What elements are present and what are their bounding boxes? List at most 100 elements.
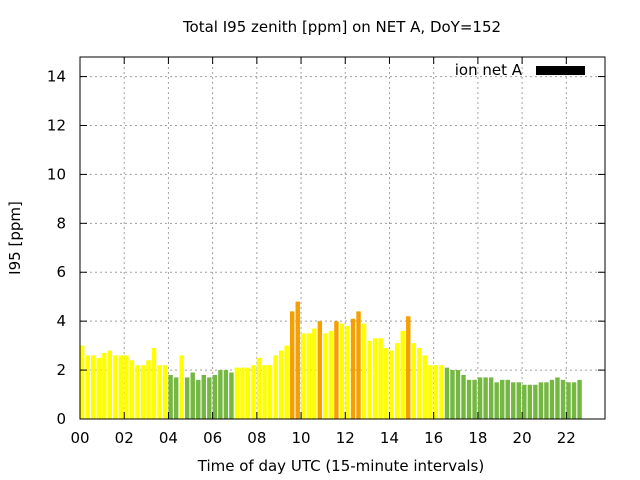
bar [218,370,223,419]
bar [361,323,367,419]
bar [317,321,323,419]
bar [356,311,361,419]
bar [273,355,278,419]
y-tick-label: 12 [47,116,66,134]
bar [544,382,549,419]
bar [372,338,378,419]
bar [91,355,96,419]
bar [560,379,566,419]
bar [439,365,444,419]
bar [107,350,113,419]
bar [389,350,394,419]
x-tick-label: 08 [247,429,266,447]
bar [455,370,461,419]
bar [196,379,201,419]
x-tick-label: 06 [203,429,222,447]
y-tick-label: 6 [56,263,66,281]
bar [102,352,107,419]
bar [85,355,90,419]
plot-frame [79,56,606,420]
bar [118,355,124,419]
bar [168,374,173,419]
bar [334,321,339,419]
bar [140,365,146,419]
y-tick-label: 8 [56,214,66,232]
bar [516,382,521,419]
bar [151,348,157,419]
bar [135,365,140,419]
bar [533,384,538,419]
bar [450,370,455,419]
bar [483,377,488,419]
bar [256,357,262,419]
bar [179,355,184,419]
bar [234,367,240,419]
y-tick-label: 4 [56,312,66,330]
y-tick-labels: 0 2 4 6 8 10 12 14 [47,68,66,428]
bar [472,379,477,419]
bar [207,377,212,419]
bar [488,377,494,419]
axes [79,56,606,420]
x-axis-label: Time of day UTC (15-minute intervals) [197,457,484,475]
bar [212,374,218,419]
bar [511,382,516,419]
bar [383,348,389,419]
bar [494,382,499,419]
x-tick-label: 04 [159,429,178,447]
bar [477,377,483,419]
bar [185,377,190,419]
bar [290,311,295,419]
bar [262,365,267,419]
x-tick-label: 22 [557,429,576,447]
x-tick-label: 02 [115,429,134,447]
bar [146,360,151,419]
bar [339,323,345,419]
x-tick-label: 14 [380,429,399,447]
bar [129,360,135,419]
x-tick-label: 18 [468,429,487,447]
bar [328,330,334,419]
x-tick-label: 12 [336,429,355,447]
bar [345,326,350,419]
bar [306,333,311,419]
bar [395,343,400,419]
bar [173,377,179,419]
bar [378,338,383,419]
bar [433,365,439,419]
bar [500,379,505,419]
bar [190,372,195,419]
bar [566,382,571,419]
bar [571,382,577,419]
bar [240,367,245,419]
y-tick-label: 0 [56,410,66,428]
bar [201,374,206,419]
bar [417,348,422,419]
legend-swatch [536,66,585,75]
bar [245,367,251,419]
y-tick-label: 10 [47,165,66,183]
bar [350,318,356,419]
bar [444,367,450,419]
bar [461,374,466,419]
y-axis-label: I95 [ppm] [6,201,24,275]
bar [538,382,544,419]
bar [113,355,118,419]
bar [229,372,234,419]
bar [162,365,168,419]
grid [80,57,605,419]
bar [301,333,306,419]
bar [80,345,85,419]
x-tick-label: 00 [70,429,89,447]
bar [400,330,405,419]
bar [505,379,510,419]
bar [278,350,284,419]
bar [323,333,328,419]
bars [80,301,582,419]
bar [411,343,416,419]
bar [284,345,289,419]
bar [406,316,411,419]
legend: ion net A [455,61,585,79]
bar [522,384,527,419]
